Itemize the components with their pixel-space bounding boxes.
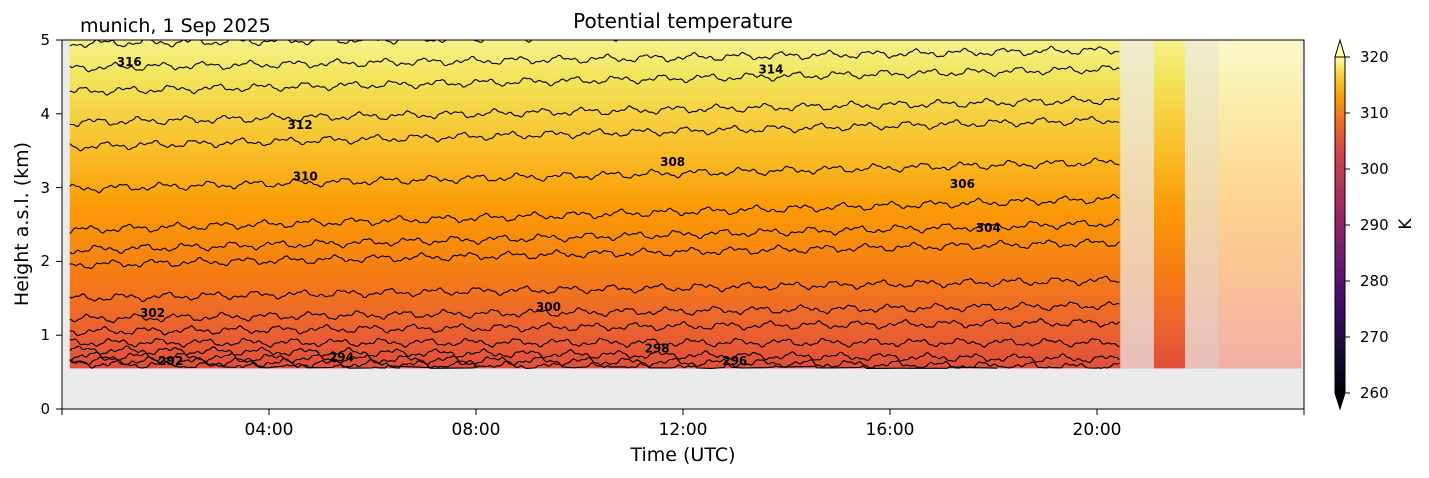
colorbar-tick-label: 300 bbox=[1360, 160, 1389, 178]
faded-region bbox=[1218, 40, 1302, 369]
contour-line bbox=[69, 351, 1120, 369]
colorbar-extend-bottom bbox=[1334, 392, 1346, 411]
theta-field bbox=[69, 40, 1302, 369]
contour-line bbox=[69, 301, 1120, 324]
chart-title: Potential temperature bbox=[573, 9, 793, 33]
y-tick-label: 2 bbox=[40, 252, 50, 271]
y-tick-label: 0 bbox=[40, 400, 50, 418]
y-tick-label: 5 bbox=[40, 31, 50, 49]
contour-line bbox=[69, 345, 1120, 364]
contour-label: 316 bbox=[117, 55, 142, 69]
contour-labels: 316 314 312 310 308 306 304 302 300 298 296 294 292 bbox=[117, 55, 1001, 368]
colorbar-tick-label: 280 bbox=[1360, 272, 1389, 290]
contour-label: 314 bbox=[758, 63, 783, 77]
colorbar-scale bbox=[1334, 56, 1346, 394]
contour-label: 312 bbox=[288, 118, 313, 132]
contour-label: 304 bbox=[976, 221, 1001, 235]
colorbar bbox=[1334, 38, 1350, 411]
colorbar-tick-label: 310 bbox=[1360, 104, 1389, 122]
contour-line bbox=[69, 355, 998, 369]
colorbar-tick-label: 290 bbox=[1360, 216, 1389, 234]
contour-line bbox=[69, 157, 1120, 194]
contour-label: 294 bbox=[329, 350, 354, 364]
contour-line bbox=[69, 275, 1120, 303]
masked-interval bbox=[1184, 40, 1219, 369]
theta-field-area bbox=[69, 40, 1302, 369]
x-tick-label: 04:00 bbox=[244, 420, 294, 440]
contour-line bbox=[69, 218, 1120, 255]
axis-ticks bbox=[56, 39, 1305, 415]
colorbar-label: K bbox=[1396, 218, 1416, 230]
contour-line bbox=[69, 238, 1120, 269]
y-axis-label: Height a.s.l. (km) bbox=[11, 141, 33, 307]
location-date-label: munich, 1 Sep 2025 bbox=[80, 15, 271, 37]
x-tick-label: 08:00 bbox=[451, 420, 501, 440]
y-tick-label: 3 bbox=[40, 178, 50, 197]
contour-line bbox=[69, 359, 478, 369]
contour-label: 308 bbox=[660, 155, 685, 169]
colorbar-tick-label: 270 bbox=[1360, 328, 1389, 346]
contour-lines bbox=[69, 40, 1120, 369]
masked-regions bbox=[1120, 40, 1302, 369]
colorbar-ticks bbox=[1345, 56, 1350, 394]
contour-label: 310 bbox=[293, 170, 318, 184]
contour-line bbox=[69, 64, 1120, 96]
y-tick-label: 4 bbox=[40, 104, 50, 123]
contour-label: 302 bbox=[140, 306, 165, 320]
contour-line bbox=[69, 193, 1120, 234]
contour-line bbox=[69, 337, 1120, 349]
contour-line bbox=[69, 317, 1120, 337]
contour-line bbox=[69, 95, 1120, 127]
x-tick-label: 20:00 bbox=[1072, 420, 1122, 440]
contour-label: 298 bbox=[645, 341, 670, 355]
contour-label: 300 bbox=[536, 300, 561, 314]
y-tick-label: 1 bbox=[40, 326, 50, 345]
x-tick-label: 12:00 bbox=[658, 420, 708, 440]
colorbar-extend-top bbox=[1334, 38, 1346, 58]
colorbar-tick-label: 320 bbox=[1360, 48, 1389, 66]
contour-label: 292 bbox=[158, 354, 183, 368]
masked-interval bbox=[1120, 40, 1154, 369]
contour-label: 296 bbox=[722, 354, 747, 368]
contour-line bbox=[69, 45, 1120, 73]
x-tick-label: 16:00 bbox=[865, 420, 915, 440]
colorbar-tick-label: 260 bbox=[1360, 384, 1389, 402]
contour-line bbox=[69, 115, 1120, 152]
x-axis-label: Time (UTC) bbox=[630, 444, 736, 466]
contour-label: 306 bbox=[950, 177, 975, 191]
